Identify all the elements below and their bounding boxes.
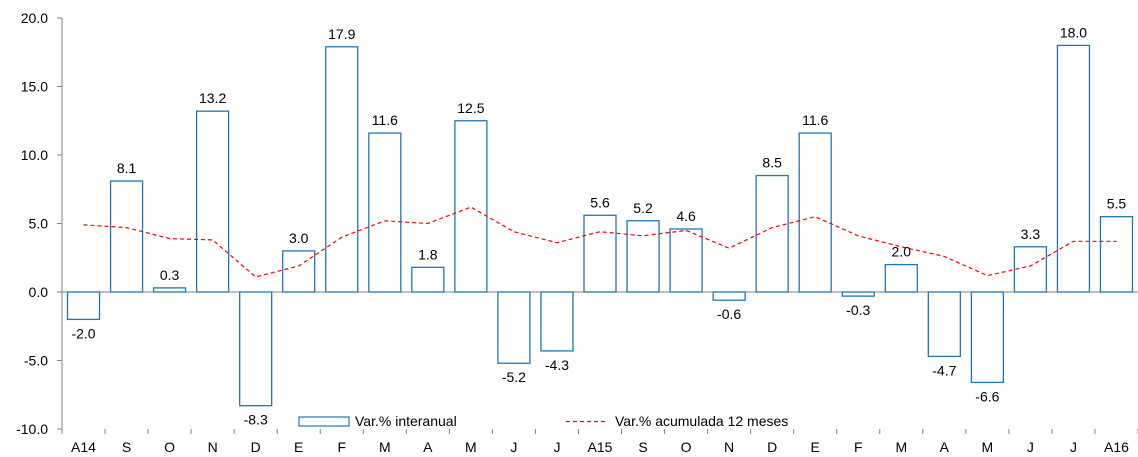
x-tick-label: S [638, 439, 647, 455]
data-label: -5.2 [502, 369, 526, 385]
y-axis: 20.0 15.0 10.0 5.0 0.0 -5.0 -10.0 [16, 10, 63, 437]
bar [152, 287, 187, 293]
data-label: 17.9 [328, 26, 355, 42]
bar [755, 174, 789, 293]
bar [798, 132, 832, 293]
y-tick-label: -10.0 [16, 421, 48, 437]
data-label: 5.6 [590, 194, 610, 210]
data-label: 4.6 [676, 208, 696, 224]
data-label: 5.5 [1107, 196, 1127, 212]
x-tick-label: A14 [71, 439, 96, 455]
x-tick-label: M [465, 439, 477, 455]
data-label: -4.7 [932, 362, 956, 378]
y-tick-label: 5.0 [29, 216, 49, 232]
bar [454, 120, 488, 293]
bar [109, 180, 144, 293]
bar [583, 214, 617, 293]
data-label: 8.1 [117, 160, 137, 176]
bar [195, 110, 230, 293]
data-label: 5.2 [633, 200, 653, 216]
bar [239, 291, 273, 407]
x-tick-label: N [724, 439, 734, 455]
legend-label-bar: Var.% interanual [355, 413, 457, 429]
bar [927, 291, 961, 358]
bar [970, 291, 1005, 384]
data-label: 2.0 [892, 244, 912, 260]
x-tick-label: J [510, 439, 517, 455]
line-series [83, 206, 1117, 278]
data-label: 3.3 [1021, 226, 1041, 242]
bar [540, 291, 574, 352]
x-tick-label: J [1027, 439, 1034, 455]
y-tick-label: -5.0 [24, 353, 48, 369]
x-tick-label: A15 [588, 439, 613, 455]
data-label: -6.6 [975, 388, 999, 404]
x-tick-label: A [423, 439, 433, 455]
bar [841, 291, 875, 297]
x-tick-label: M [982, 439, 994, 455]
bar [1013, 246, 1048, 293]
x-tick-label: E [294, 439, 303, 455]
data-label: 18.0 [1060, 24, 1087, 40]
data-label: -2.0 [71, 325, 95, 341]
x-tick-label: A16 [1104, 439, 1129, 455]
x-tick-label: M [895, 439, 907, 455]
data-label: 11.6 [802, 112, 828, 128]
bar [1056, 44, 1091, 293]
x-tick-label: J [553, 439, 560, 455]
data-label: 13.2 [199, 90, 226, 106]
bar [669, 228, 703, 293]
bar [411, 266, 445, 293]
legend: Var.% interanual Var.% acumulada 12 mese… [298, 413, 788, 429]
x-tick-label: M [379, 439, 391, 455]
x-tick-label: N [208, 439, 218, 455]
data-labels: -2.0 8.1 0.3 13.2 -8.3 3.0 17.9 11.6 1.8 12.5 -5.2… [71, 24, 1126, 427]
x-tick-label: F [854, 439, 863, 455]
y-tick-label: 15.0 [21, 79, 48, 95]
x-tick-label: A [940, 439, 950, 455]
x-tick-label: O [164, 439, 175, 455]
data-label: 1.8 [418, 246, 438, 262]
x-tick-label: O [681, 439, 692, 455]
x-tick-label: D [251, 439, 261, 455]
x-tick-label: F [337, 439, 346, 455]
legend-swatch-bar [298, 416, 350, 427]
data-label: -8.3 [244, 412, 268, 428]
data-label: 11.6 [372, 112, 398, 128]
x-tick-label: S [122, 439, 131, 455]
bar [368, 132, 402, 293]
data-label: 8.5 [762, 155, 782, 171]
data-label: 0.3 [160, 267, 180, 283]
legend-label-line: Var.% acumulada 12 meses [615, 413, 788, 429]
bar [884, 263, 918, 293]
data-label: -4.3 [545, 357, 569, 373]
bar [282, 250, 316, 293]
y-tick-label: 10.0 [21, 147, 48, 163]
bar [626, 220, 660, 293]
bar-series [66, 44, 1134, 407]
bar [712, 291, 746, 301]
bar [325, 46, 359, 293]
line-path [83, 206, 1117, 278]
y-tick-label: 20.0 [21, 10, 48, 26]
x-tick-label: D [767, 439, 777, 455]
bar [1099, 215, 1134, 293]
x-tick-label: J [1070, 439, 1077, 455]
bar [66, 291, 101, 321]
bar [497, 291, 531, 364]
x-tick-label: E [811, 439, 820, 455]
data-label: 12.5 [457, 100, 484, 116]
y-tick-label: 0.0 [29, 284, 49, 300]
data-label: 3.0 [289, 230, 309, 246]
data-label: -0.6 [717, 306, 741, 322]
data-label: -0.3 [846, 302, 870, 318]
